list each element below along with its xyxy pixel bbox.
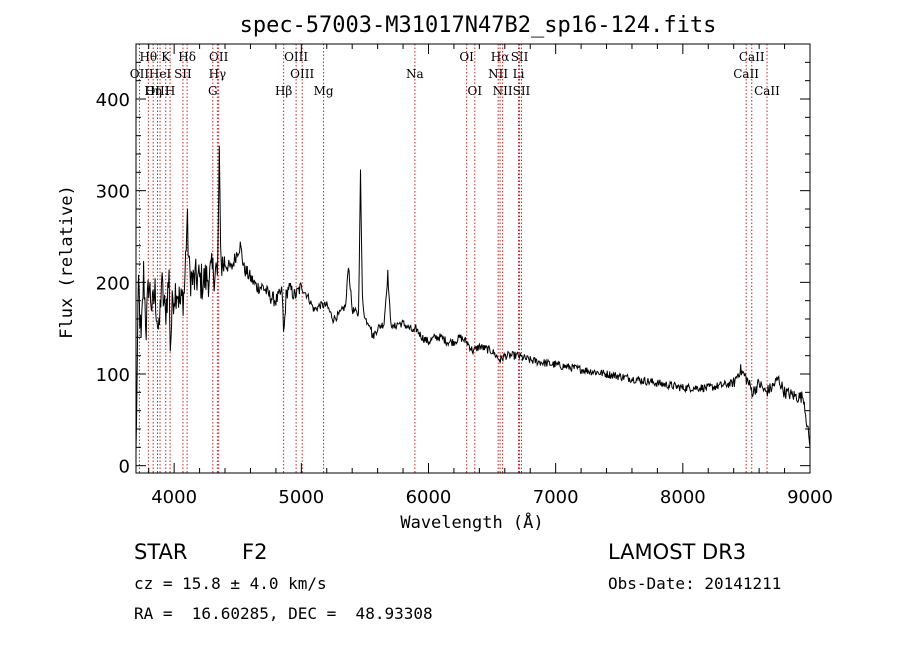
object-subclass: F2	[242, 540, 268, 564]
plot-frame	[135, 43, 811, 474]
spectral-line-label: H	[165, 84, 175, 98]
spectral-line-label: Hη	[144, 84, 162, 98]
y-axis-label: Flux (relative)	[57, 185, 77, 339]
x-tick-label: 5000	[278, 487, 324, 508]
y-tick-label: 400	[96, 90, 130, 111]
coordinates: RA = 16.60285, DEC = 48.93308	[134, 604, 433, 623]
spectral-line-label: CaII	[733, 67, 759, 81]
spectral-line-label: OI	[467, 84, 482, 98]
spectral-line-label: NII	[488, 67, 508, 81]
ticks-layer: 4000 5000 6000 7000 8000 9000 0 100 200 300 400	[96, 44, 833, 508]
spectral-line-label: Hδ	[178, 50, 196, 64]
y-tick-label: 300	[96, 182, 130, 203]
x-tick-label: 4000	[151, 487, 197, 508]
redshift-value: cz = 15.8 ± 4.0 km/s	[134, 574, 327, 593]
spectral-line-label: OIII	[145, 84, 169, 98]
spectral-line-label: OI	[459, 50, 474, 64]
spectral-lines-layer: Hθ OII OIII K HeI Hη SII H Hδ OII Hγ G OIII OIII Hβ Mg N…	[130, 44, 780, 473]
survey-name: LAMOST DR3	[608, 540, 747, 564]
spectral-line-label: SII	[511, 50, 529, 64]
spectral-line-label: Hβ	[275, 84, 292, 98]
spectral-line-label: Mg	[314, 84, 334, 98]
spectral-line-label: CaII	[754, 84, 780, 98]
spectrum-series-line	[135, 145, 811, 452]
spectral-line-label: OIII	[290, 67, 314, 81]
spectral-line-label: SII	[174, 67, 192, 81]
y-tick-label: 0	[119, 457, 130, 478]
spectral-line-label: Li	[513, 67, 525, 81]
spectral-line-label: K	[161, 50, 171, 64]
x-tick-label: 9000	[787, 487, 833, 508]
spectral-line-label: G	[208, 84, 218, 98]
spectral-line-label: OII	[209, 50, 229, 64]
x-axis-label: Wavelength (Å)	[400, 511, 543, 533]
y-tick-label: 100	[96, 365, 130, 386]
x-tick-label: 6000	[406, 487, 452, 508]
spectrum-layer	[135, 145, 811, 452]
object-class: STAR	[134, 540, 188, 564]
chart-title: spec-57003-M31017N47B2_sp16-124.fits	[240, 13, 717, 38]
spectral-line-label: OII	[130, 67, 150, 81]
x-tick-label: 8000	[660, 487, 706, 508]
spectral-line-label: Na	[406, 67, 424, 81]
spectral-line-label: CaII	[739, 50, 765, 64]
x-tick-label: 7000	[533, 487, 579, 508]
spectral-line-label: SII	[513, 84, 531, 98]
spectral-line-label: HeI	[149, 67, 172, 81]
spectral-line-label: NII	[493, 84, 513, 98]
spectral-line-label: Hα	[491, 50, 510, 64]
spectral-line-label: Hθ	[139, 50, 157, 64]
y-tick-label: 200	[96, 273, 130, 294]
observation-date: Obs-Date: 20141211	[608, 574, 782, 593]
spectral-line-label: Hγ	[209, 67, 227, 81]
spectral-line-label: OIII	[284, 50, 308, 64]
